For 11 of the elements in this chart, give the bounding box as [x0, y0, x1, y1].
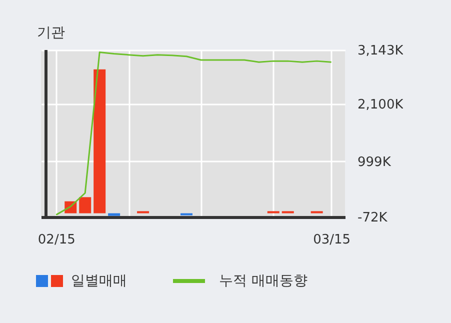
x-tick-label: 03/15 — [313, 232, 351, 248]
y-tick-label: -72K — [358, 210, 388, 226]
y-tick-label: 999K — [358, 154, 392, 170]
chart-title: 기관 — [37, 25, 65, 41]
bar — [79, 197, 92, 214]
line-series — [55, 51, 332, 216]
bar — [94, 69, 106, 214]
legend-label: 일별매매 — [71, 272, 127, 290]
x-tick-label: 02/15 — [38, 232, 76, 248]
legend-label: 누적 매매동향 — [219, 272, 308, 290]
bar — [108, 213, 120, 216]
